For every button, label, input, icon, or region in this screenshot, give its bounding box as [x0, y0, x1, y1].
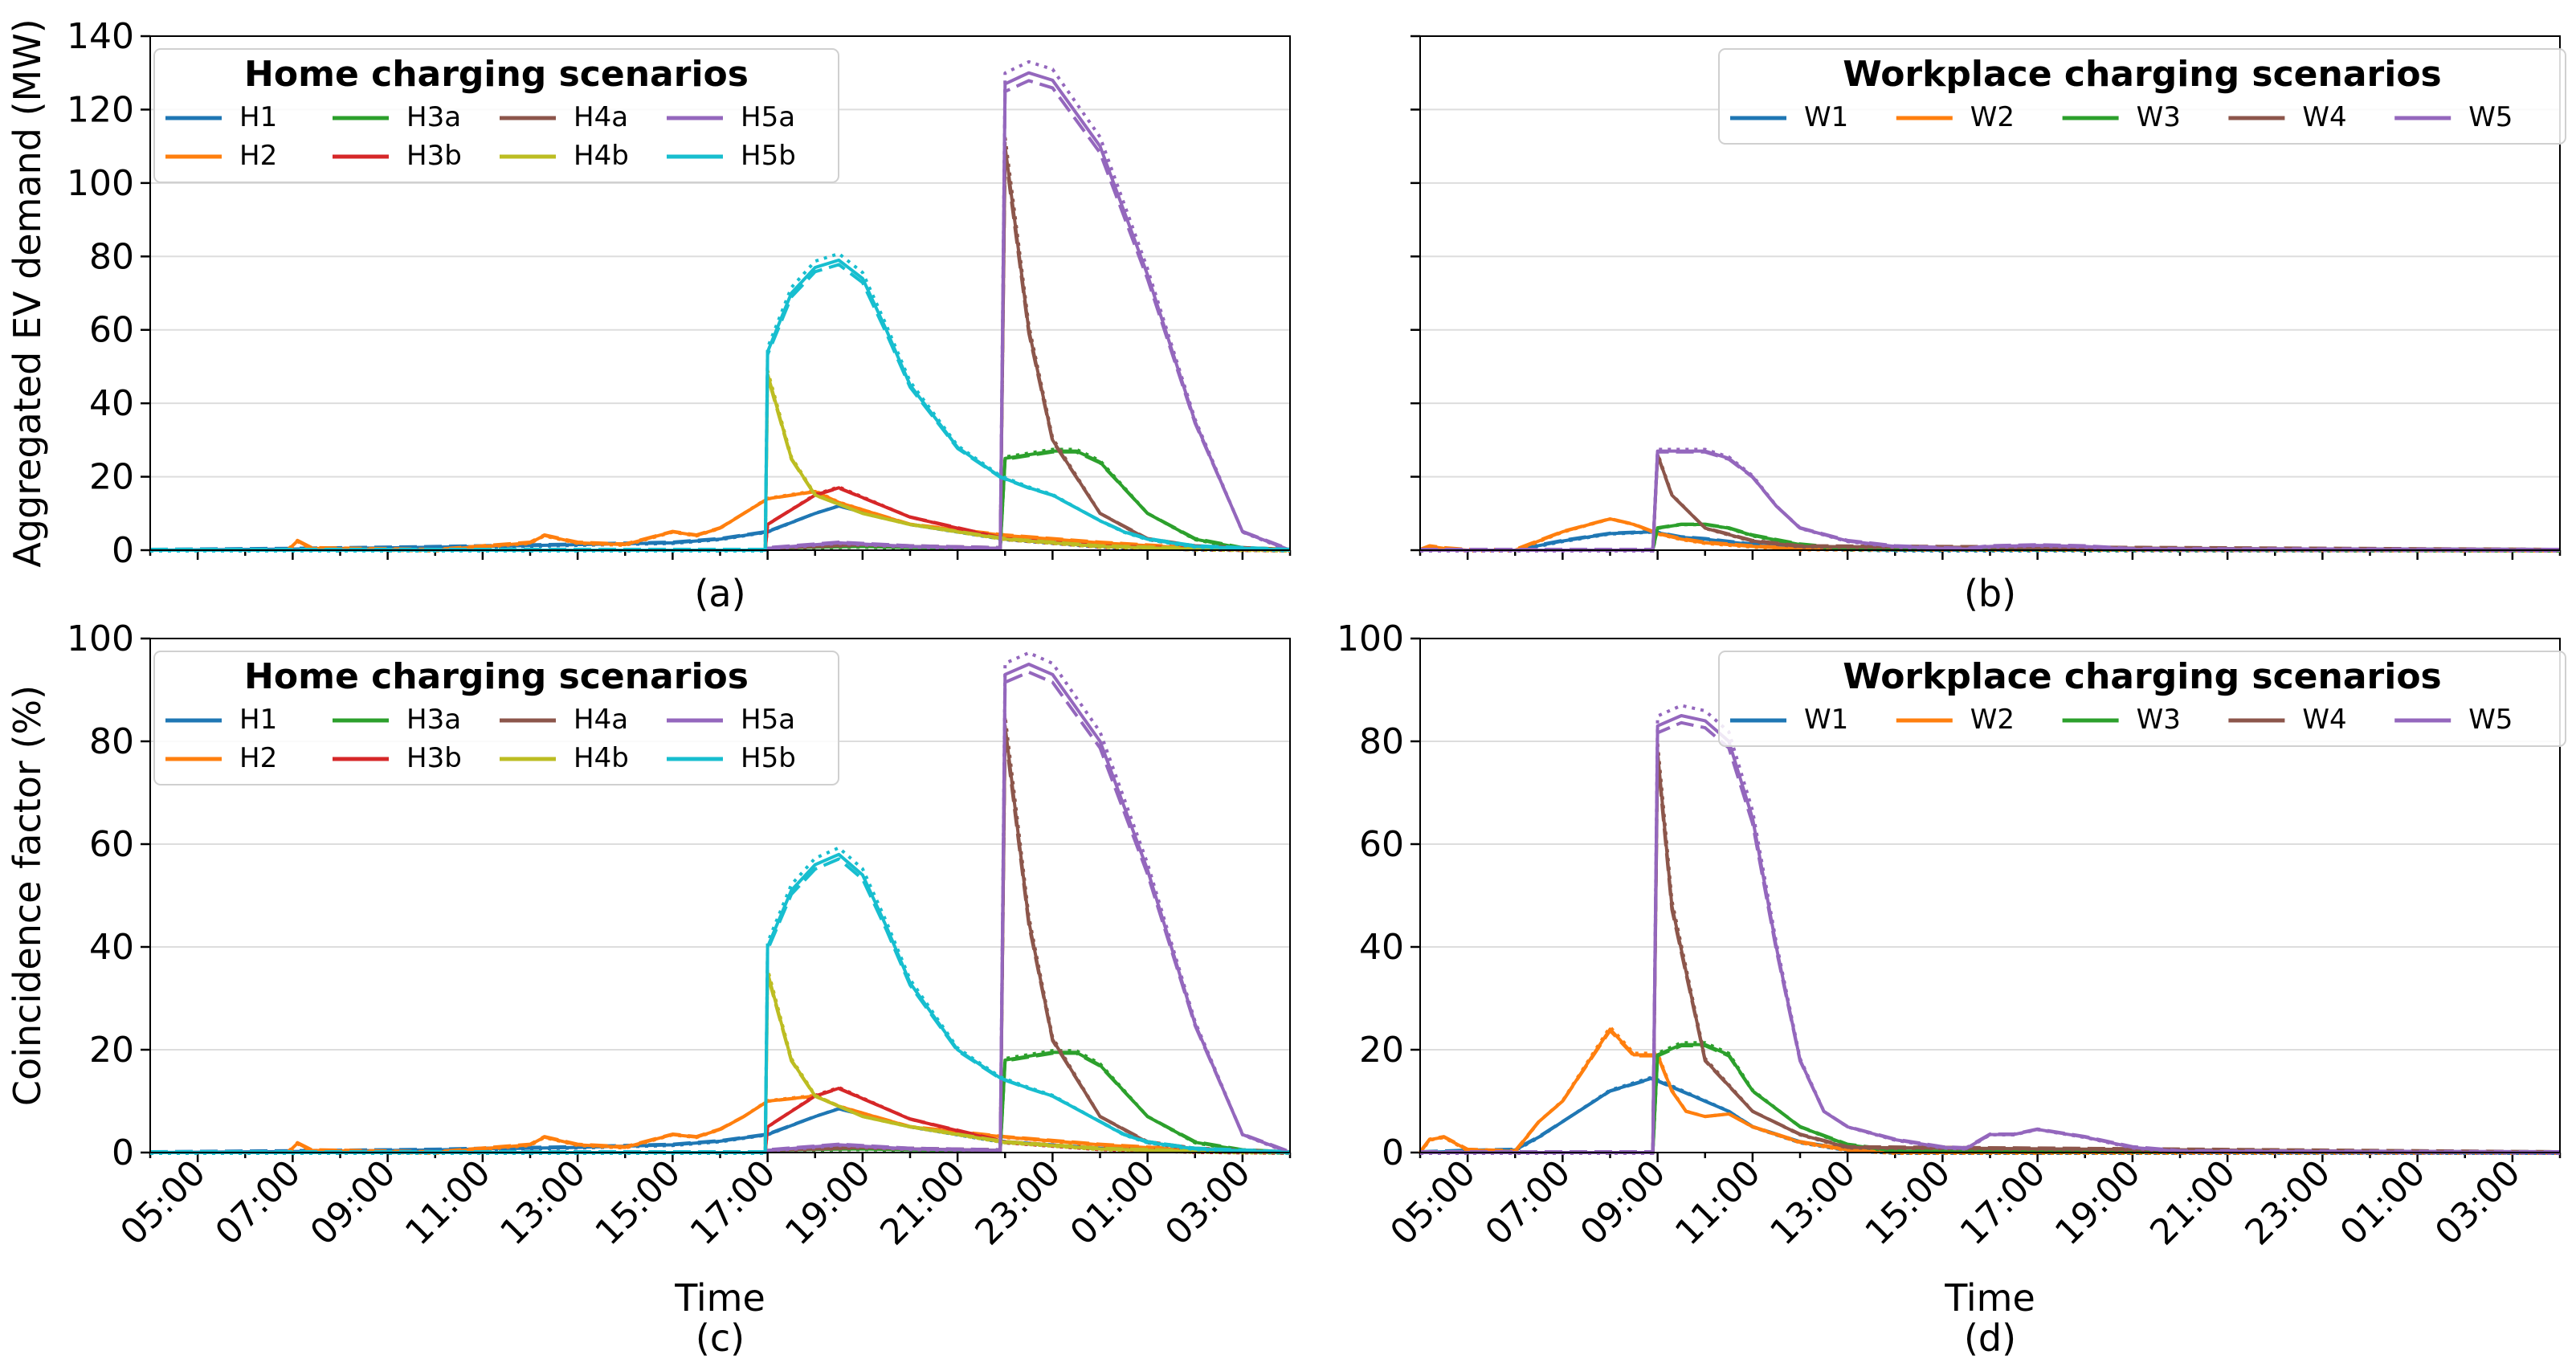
y-tick-label: 100 [67, 163, 134, 204]
plot-frame [149, 35, 1291, 551]
y-tick-label: 40 [1359, 927, 1404, 968]
legend-label: H4b [574, 140, 629, 172]
y-tick-label: 20 [89, 457, 134, 498]
legend-box [153, 48, 839, 183]
y-tick-label: 20 [1359, 1030, 1404, 1071]
panel-caption: (c) [696, 1316, 745, 1360]
plot-frame [149, 638, 1291, 1153]
y-tick-label: 80 [89, 236, 134, 277]
legend-label: W5 [2468, 704, 2513, 736]
legend-label: H5a [741, 101, 795, 133]
legend: Home charging scenarios H1 H3a H4a H5a H2 H3b H… [153, 48, 839, 183]
legend-label: W2 [1970, 704, 2015, 736]
legend-label: W5 [2468, 101, 2513, 133]
legend-label: H4a [574, 704, 628, 736]
legend-label: H5b [741, 140, 796, 172]
series-line-W3 [1420, 1044, 2561, 1153]
series-line-W3 [1420, 1041, 2561, 1155]
panel-caption: (d) [1964, 1316, 2016, 1360]
y-tick-label: 40 [89, 927, 134, 968]
legend-label: H5a [741, 704, 795, 736]
legend-title: Workplace charging scenarios [1843, 54, 2442, 95]
series-line-H5a [150, 59, 1291, 553]
legend-title: Workplace charging scenarios [1843, 656, 2442, 697]
y-tick-label: 100 [1337, 618, 1404, 659]
series-line-H5b [150, 857, 1291, 1153]
legend-label: H4a [574, 101, 628, 133]
legend-label: H1 [239, 704, 277, 736]
y-tick-label: 120 [67, 89, 134, 130]
legend-label: H3a [406, 704, 461, 736]
series-line-W2 [1419, 1029, 2560, 1153]
y-tick-label: 0 [112, 1132, 134, 1173]
legend: Workplace charging scenarios W1 W2 W3 W4 W5 [1718, 651, 2566, 747]
legend-label: W2 [1970, 101, 2015, 133]
legend-label: H2 [239, 742, 277, 774]
y-tick-label: 60 [1359, 824, 1404, 865]
x-axis-label: Time [1944, 1276, 2035, 1320]
y-tick-label: 40 [89, 383, 134, 424]
series-line-W5 [1420, 720, 2561, 1153]
series-line-W2 [1419, 1025, 2560, 1155]
y-tick-label: 100 [67, 618, 134, 659]
legend-label: W3 [2137, 101, 2181, 133]
series-line-W5 [1420, 714, 2561, 1154]
y-axis-label: Coincidence factor (%) [6, 685, 49, 1106]
series-line-H5a [150, 651, 1291, 1155]
legend-title: Home charging scenarios [244, 54, 749, 95]
legend-box [153, 651, 839, 785]
legend: Workplace charging scenarios W1 W2 W3 W4 W5 [1718, 48, 2566, 145]
legend-label: H3b [406, 140, 462, 172]
legend-label: W4 [2302, 101, 2346, 133]
plot-frame [1419, 638, 2561, 1153]
legend-label: H3b [406, 742, 462, 774]
series-line-W4 [1420, 741, 2561, 1155]
legend-label: H4b [574, 742, 629, 774]
y-tick-label: 140 [67, 16, 134, 57]
plot-frame [1419, 35, 2561, 551]
series-line-H5b [150, 263, 1291, 551]
y-tick-label: 20 [89, 1030, 134, 1071]
legend-title: Home charging scenarios [244, 656, 749, 697]
legend-label: W1 [1804, 704, 1848, 736]
legend-label: W4 [2302, 704, 2346, 736]
x-axis-label: Time [674, 1276, 765, 1320]
series-line-W4 [1420, 454, 2561, 551]
y-axis-label: Aggregated EV demand (MW) [6, 18, 49, 567]
panel-a: 0 20 40 60 80 100 120 140 Aggregated EV demand (… [6, 16, 1292, 615]
legend-label: W1 [1804, 101, 1848, 133]
legend-label: H5b [741, 742, 796, 774]
y-tick-label: 80 [1359, 721, 1404, 762]
legend-label: H3a [406, 101, 461, 133]
panel-caption: (a) [694, 572, 745, 615]
panel-caption: (b) [1964, 572, 2016, 615]
legend: Home charging scenarios H1 H3a H4a H5a H2 H3b H… [153, 651, 839, 785]
y-tick-label: 80 [89, 721, 134, 762]
y-tick-label: 0 [1382, 1132, 1404, 1173]
legend-label: W3 [2137, 704, 2181, 736]
legend-label: H2 [239, 140, 277, 172]
series-line-H5b [150, 251, 1291, 553]
y-tick-label: 0 [112, 530, 134, 571]
y-tick-label: 60 [89, 310, 134, 351]
series-line-W5 [1420, 447, 2561, 553]
y-tick-label: 60 [89, 824, 134, 865]
series-line-H3a [150, 1049, 1291, 1155]
legend-label: H1 [239, 101, 277, 133]
